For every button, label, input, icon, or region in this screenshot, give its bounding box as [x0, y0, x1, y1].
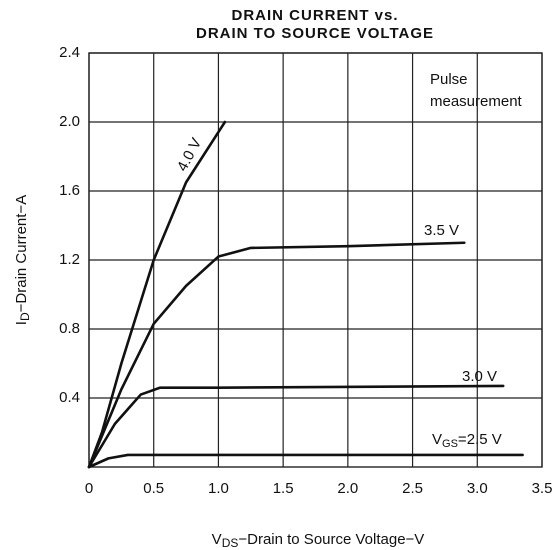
- curve-label: 3.0 V: [462, 368, 497, 385]
- curve-label: 4.0 V: [174, 135, 205, 174]
- y-label-main: I: [13, 321, 30, 325]
- label-eq: =: [458, 431, 467, 448]
- label-name: 2.5 V: [467, 431, 502, 448]
- curve-label: 3.5 V: [424, 222, 459, 239]
- curve: [87, 384, 505, 469]
- x-label-sub: DS: [222, 536, 239, 550]
- x-tick-label: 0: [85, 480, 93, 497]
- x-tick-label: 1.0: [208, 480, 229, 497]
- y-label-rest: −Drain Current−A: [13, 195, 30, 313]
- x-tick-label: 3.5: [532, 480, 553, 497]
- x-tick-label: 2.0: [337, 480, 358, 497]
- annotation: Pulse: [430, 71, 468, 88]
- x-tick-label: 2.5: [402, 480, 423, 497]
- label-sub: GS: [442, 438, 458, 450]
- y-tick-label: 2.4: [59, 44, 80, 61]
- x-label-main: V: [212, 531, 222, 548]
- y-tick-label: 0.8: [59, 320, 80, 337]
- curve: [87, 453, 524, 469]
- y-tick-label: 2.0: [59, 113, 80, 130]
- y-axis-label: ID−Drain Current−A: [13, 195, 32, 325]
- chart-title: DRAIN TO SOURCE VOLTAGE: [196, 25, 434, 42]
- y-tick-label: 0.4: [59, 389, 80, 406]
- x-tick-label: 3.0: [467, 480, 488, 497]
- curve-label: VGS=2.5 V: [432, 431, 502, 450]
- annotation: measurement: [430, 93, 523, 110]
- y-tick-label: 1.6: [59, 182, 80, 199]
- x-axis-label: VDS−Drain to Source Voltage−V: [212, 531, 425, 550]
- x-label-rest: −Drain to Source Voltage−V: [238, 531, 424, 548]
- y-label-sub: D: [18, 312, 32, 321]
- y-tick-label: 1.2: [59, 251, 80, 268]
- chart-title: DRAIN CURRENT vs.: [231, 7, 398, 24]
- label-main: V: [432, 431, 442, 448]
- x-tick-label: 0.5: [143, 480, 164, 497]
- curve: [87, 241, 466, 469]
- x-tick-label: 1.5: [273, 480, 294, 497]
